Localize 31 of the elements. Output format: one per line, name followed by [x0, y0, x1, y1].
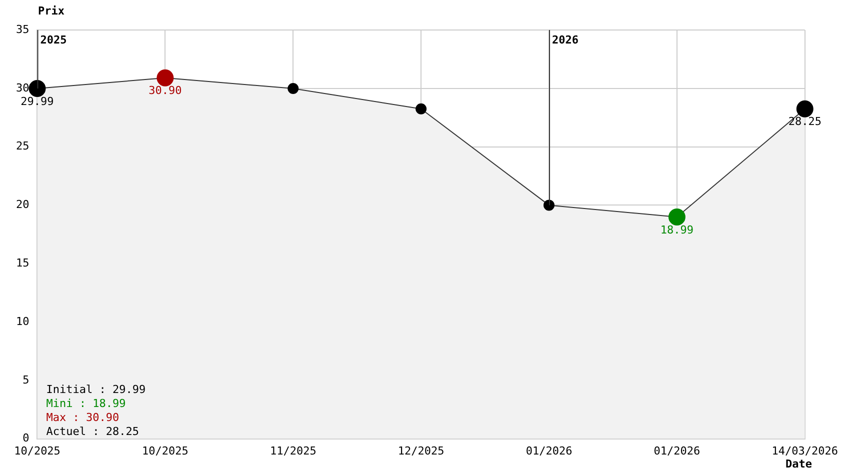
y-axis-title: Prix: [38, 4, 65, 18]
annotation: Mini : 18.99: [46, 397, 126, 410]
y-tick-label: 0: [22, 432, 30, 445]
x-tick-label: 10/2025: [14, 444, 60, 458]
x-tick-label: 11/2025: [270, 444, 316, 458]
data-label: 29.99: [20, 94, 54, 108]
data-label: 30.90: [148, 84, 182, 98]
y-tick-label: 25: [16, 140, 30, 153]
y-tick-label: 30: [16, 81, 30, 94]
annotation: Max : 30.90: [46, 411, 120, 424]
x-tick-label: 01/2026: [654, 444, 700, 458]
ref-line-label: 2025: [40, 33, 67, 46]
point: [668, 208, 686, 226]
ref-line-label: 2026: [552, 33, 579, 46]
x-tick-label: 14/03/2026: [772, 444, 838, 458]
data-label: 28.25: [788, 115, 822, 128]
y-tick-label: 10: [16, 314, 30, 328]
point: [796, 100, 814, 118]
x-tick-label: 01/2026: [526, 444, 572, 458]
annotation: Actuel : 28.25: [46, 425, 139, 438]
y-tick-label: 5: [22, 373, 30, 386]
y-tick-label: 20: [16, 198, 30, 212]
point: [156, 69, 174, 86]
annotation: Initial : 29.99: [46, 383, 146, 396]
x-axis-title: Date: [786, 457, 812, 470]
y-tick-label: 15: [16, 256, 30, 270]
x-tick-label: 12/2025: [398, 444, 444, 458]
data-label: 18.99: [660, 223, 694, 236]
y-tick-label: 35: [16, 22, 30, 36]
x-tick-label: 10/2025: [142, 444, 188, 458]
point: [28, 80, 46, 98]
